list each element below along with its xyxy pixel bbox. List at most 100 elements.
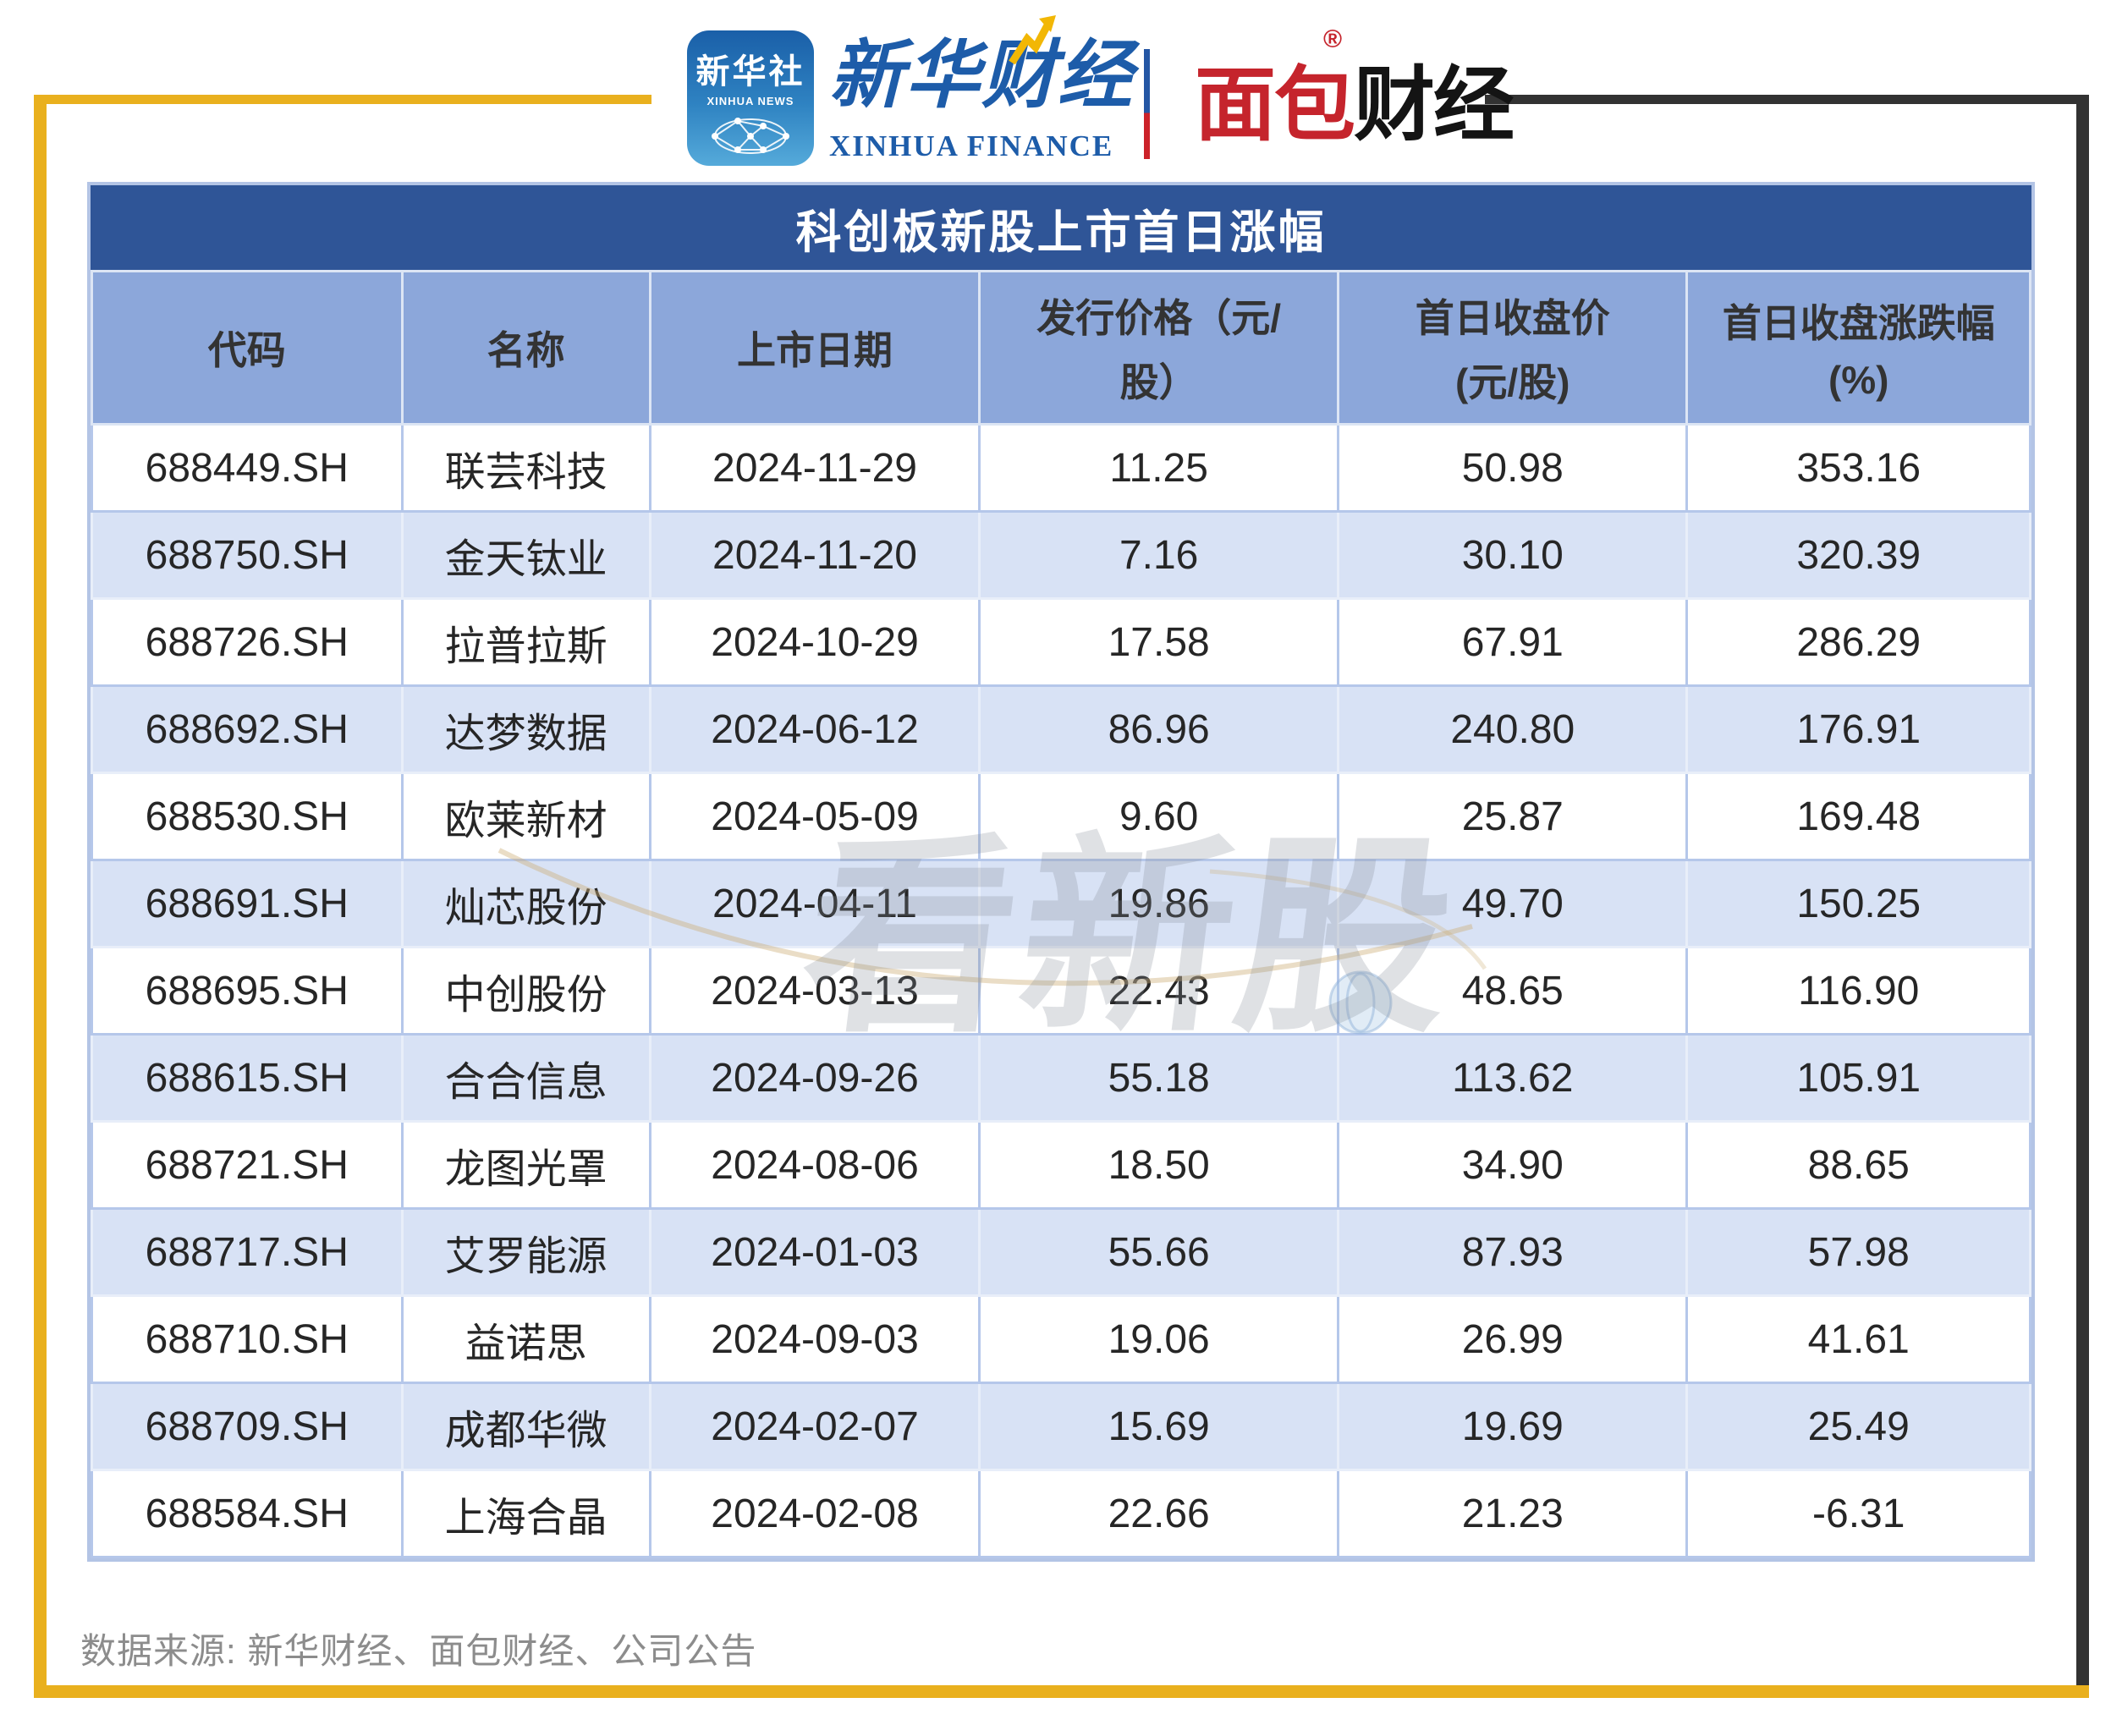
logo-divider-line xyxy=(1144,49,1150,159)
cell-r8-c1: 龙图光罩 xyxy=(400,1120,651,1210)
cell-r11-c4: 19.69 xyxy=(1337,1382,1689,1471)
cell-r8-c0: 688721.SH xyxy=(91,1120,404,1210)
frame-bottom-gold-line xyxy=(34,1685,2089,1698)
xinhua-news-app-icon: 新华社 XINHUA NEWS xyxy=(687,30,814,166)
cell-r2-c5: 286.29 xyxy=(1685,597,2031,687)
cell-r6-c5: 116.90 xyxy=(1685,946,2031,1036)
column-header-0: 代码 xyxy=(91,270,404,426)
cell-r9-c4: 87.93 xyxy=(1337,1207,1689,1297)
cell-r2-c2: 2024-10-29 xyxy=(648,597,981,687)
cell-r4-c1: 欧莱新材 xyxy=(400,772,651,861)
xinhua-news-en-label: XINHUA NEWS xyxy=(706,95,794,107)
cell-r5-c3: 19.86 xyxy=(978,859,1340,948)
table-row: 688750.SH 金天钛业 2024-11-20 7.16 30.10 320.39 xyxy=(91,510,2031,600)
cell-r2-c3: 17.58 xyxy=(978,597,1340,687)
cell-r9-c2: 2024-01-03 xyxy=(648,1207,981,1297)
cell-r7-c2: 2024-09-26 xyxy=(648,1033,981,1123)
table-row: 688691.SH 灿芯股份 2024-04-11 19.86 49.70 150.25 xyxy=(91,859,2031,948)
cell-r7-c1: 合合信息 xyxy=(400,1033,651,1123)
cell-r10-c5: 41.61 xyxy=(1685,1294,2031,1384)
cell-r10-c3: 19.06 xyxy=(978,1294,1340,1384)
cell-r4-c4: 25.87 xyxy=(1337,772,1689,861)
cell-r9-c0: 688717.SH xyxy=(91,1207,404,1297)
frame-top-left-gold-line xyxy=(34,95,651,104)
cell-r4-c3: 9.60 xyxy=(978,772,1340,861)
cell-r6-c0: 688695.SH xyxy=(91,946,404,1036)
frame-right-dark-line xyxy=(2076,95,2089,1698)
cell-r11-c5: 25.49 xyxy=(1685,1382,2031,1471)
mianbao-red-wordmark: 面包 xyxy=(1195,60,1355,151)
stock-table: 代码 名称 上市日期 发行价格（元/股） 首日收盘价 (元/股) 首日收盘涨跌幅 (%) 68… xyxy=(91,270,2031,1558)
cell-r8-c3: 18.50 xyxy=(978,1120,1340,1210)
cell-r10-c1: 益诺思 xyxy=(400,1294,651,1384)
network-globe-icon xyxy=(712,118,789,154)
cell-r10-c4: 26.99 xyxy=(1337,1294,1689,1384)
cell-r5-c0: 688691.SH xyxy=(91,859,404,948)
cell-r3-c1: 达梦数据 xyxy=(400,684,651,774)
table-row: 688530.SH 欧莱新材 2024-05-09 9.60 25.87 169.48 xyxy=(91,772,2031,861)
column-header-5: 首日收盘涨跌幅 (%) xyxy=(1685,270,2031,426)
cell-r0-c1: 联芸科技 xyxy=(400,423,651,513)
xinhua-news-cn-label: 新华社 xyxy=(695,53,805,91)
cell-r11-c3: 15.69 xyxy=(978,1382,1340,1471)
table-row: 688721.SH 龙图光罩 2024-08-06 18.50 34.90 88.65 xyxy=(91,1120,2031,1210)
cell-r12-c1: 上海合晶 xyxy=(400,1469,651,1558)
xinhua-finance-cn-wordmark: 新华财经 xyxy=(829,33,1135,117)
cell-r8-c4: 34.90 xyxy=(1337,1120,1689,1210)
cell-r6-c1: 中创股份 xyxy=(400,946,651,1036)
cell-r3-c2: 2024-06-12 xyxy=(648,684,981,774)
column-header-4: 首日收盘价 (元/股) xyxy=(1337,270,1689,426)
cell-r11-c0: 688709.SH xyxy=(91,1382,404,1471)
cell-r5-c1: 灿芯股份 xyxy=(400,859,651,948)
stock-table-card: 科创板新股上市首日涨幅 代码 名称 上市日期 发行价格（元/股） 首日收盘价 (元/股) 首… xyxy=(87,182,2035,1562)
cell-r4-c2: 2024-05-09 xyxy=(648,772,981,861)
table-header-row: 代码 名称 上市日期 发行价格（元/股） 首日收盘价 (元/股) 首日收盘涨跌幅 (%) xyxy=(91,270,2031,426)
cell-r3-c5: 176.91 xyxy=(1685,684,2031,774)
cell-r6-c3: 22.43 xyxy=(978,946,1340,1036)
cell-r1-c0: 688750.SH xyxy=(91,510,404,600)
table-row: 688615.SH 合合信息 2024-09-26 55.18 113.62 105.91 xyxy=(91,1033,2031,1123)
cell-r2-c4: 67.91 xyxy=(1337,597,1689,687)
table-row: 688709.SH 成都华微 2024-02-07 15.69 19.69 25.49 xyxy=(91,1382,2031,1471)
cell-r2-c0: 688726.SH xyxy=(91,597,404,687)
frame-top-right-dark-line xyxy=(1485,95,2089,104)
data-source-note: 数据来源: 新华财经、面包财经、公司公告 xyxy=(80,1631,757,1671)
cell-r5-c4: 49.70 xyxy=(1337,859,1689,948)
cell-r10-c2: 2024-09-03 xyxy=(648,1294,981,1384)
cell-r12-c4: 21.23 xyxy=(1337,1469,1689,1558)
table-row: 688717.SH 艾罗能源 2024-01-03 55.66 87.93 57.98 xyxy=(91,1207,2031,1297)
cell-r0-c5: 353.16 xyxy=(1685,423,2031,513)
cell-r12-c0: 688584.SH xyxy=(91,1469,404,1558)
cell-r7-c4: 113.62 xyxy=(1337,1033,1689,1123)
table-row: 688584.SH 上海合晶 2024-02-08 22.66 21.23 -6.31 xyxy=(91,1469,2031,1558)
cell-r3-c0: 688692.SH xyxy=(91,684,404,774)
table-row: 688695.SH 中创股份 2024-03-13 22.43 48.65 116.90 xyxy=(91,946,2031,1036)
cell-r1-c1: 金天钛业 xyxy=(400,510,651,600)
cell-r0-c2: 2024-11-29 xyxy=(648,423,981,513)
cell-r7-c3: 55.18 xyxy=(978,1033,1340,1123)
cell-r3-c3: 86.96 xyxy=(978,684,1340,774)
cell-r1-c4: 30.10 xyxy=(1337,510,1689,600)
registered-trademark-icon: ® xyxy=(1323,25,1343,53)
table-title: 科创板新股上市首日涨幅 xyxy=(91,185,2031,270)
cell-r2-c1: 拉普拉斯 xyxy=(400,597,651,687)
cell-r12-c2: 2024-02-08 xyxy=(648,1469,981,1558)
cell-r0-c4: 50.98 xyxy=(1337,423,1689,513)
column-header-2: 上市日期 xyxy=(648,270,981,426)
table-row: 688449.SH 联芸科技 2024-11-29 11.25 50.98 353.16 xyxy=(91,423,2031,513)
column-header-3: 发行价格（元/股） xyxy=(978,270,1340,426)
cell-r12-c5: -6.31 xyxy=(1685,1469,2031,1558)
cell-r8-c2: 2024-08-06 xyxy=(648,1120,981,1210)
cell-r5-c5: 150.25 xyxy=(1685,859,2031,948)
table-row: 688710.SH 益诺思 2024-09-03 19.06 26.99 41.61 xyxy=(91,1294,2031,1384)
cell-r4-c0: 688530.SH xyxy=(91,772,404,861)
cell-r1-c3: 7.16 xyxy=(978,510,1340,600)
cell-r1-c2: 2024-11-20 xyxy=(648,510,981,600)
frame-left-gold-line xyxy=(34,95,47,1698)
cell-r9-c1: 艾罗能源 xyxy=(400,1207,651,1297)
cell-r10-c0: 688710.SH xyxy=(91,1294,404,1384)
table-row: 688692.SH 达梦数据 2024-06-12 86.96 240.80 176.91 xyxy=(91,684,2031,774)
cell-r1-c5: 320.39 xyxy=(1685,510,2031,600)
gold-stock-arrow-icon xyxy=(1009,15,1056,65)
cell-r3-c4: 240.80 xyxy=(1337,684,1689,774)
